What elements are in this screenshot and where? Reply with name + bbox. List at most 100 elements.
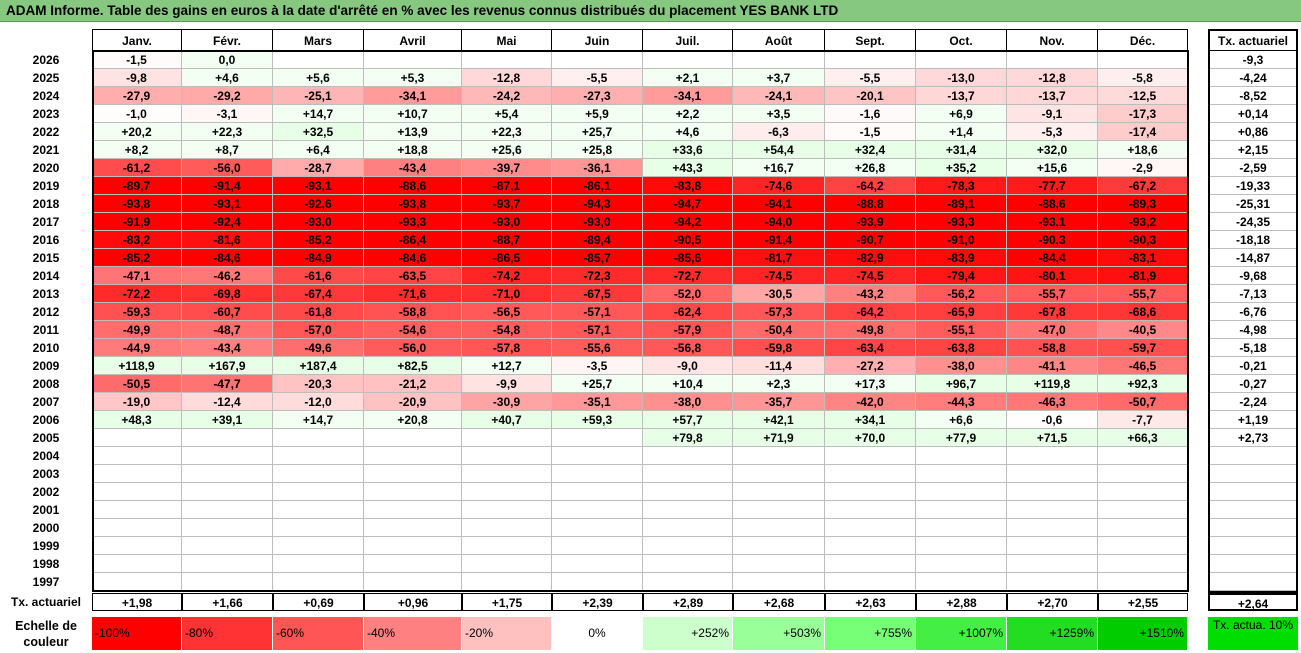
heat-cell: -30,5	[733, 285, 825, 303]
heat-cell: +71,5	[1007, 429, 1098, 447]
heat-cell: +12,7	[462, 357, 552, 375]
heat-cell: -94,0	[733, 213, 825, 231]
heat-cell: -94,7	[643, 195, 733, 213]
year-label: 2004	[32, 449, 60, 463]
heat-cell	[825, 501, 916, 519]
annual-rate-cell: -25,31	[1208, 195, 1298, 213]
heat-cell: -39,7	[462, 159, 552, 177]
year-label: 2024	[32, 89, 60, 103]
heat-cell	[916, 519, 1007, 537]
heat-cell: -93,2	[1098, 213, 1188, 231]
heat-cell	[733, 465, 825, 483]
heat-cell: +25,7	[552, 123, 643, 141]
year-label: 2005	[32, 431, 60, 445]
heat-cell	[1007, 501, 1098, 519]
heat-cell: -67,5	[552, 285, 643, 303]
heat-cell: +5,6	[273, 69, 364, 87]
heat-cell	[1007, 483, 1098, 501]
heat-cell: -49,8	[825, 321, 916, 339]
heat-cell: -5,5	[552, 69, 643, 87]
heat-cell	[273, 573, 364, 591]
heat-cell: -27,3	[552, 87, 643, 105]
annual-rate-cell: -4,24	[1208, 69, 1298, 87]
heat-cell: +32,4	[825, 141, 916, 159]
heat-cell: +4,6	[182, 69, 273, 87]
heat-cell	[364, 501, 462, 519]
heat-cell	[1098, 447, 1188, 465]
heat-cell: -6,3	[733, 123, 825, 141]
heat-cell: -85,7	[552, 249, 643, 267]
annual-rate-cell	[1208, 537, 1298, 555]
heat-cell	[462, 483, 552, 501]
annual-rate-cell: +2,15	[1208, 141, 1298, 159]
annual-rate-cell: -9,3	[1208, 51, 1298, 69]
heat-cell: -56,2	[916, 285, 1007, 303]
annual-rate-cell	[1208, 465, 1298, 483]
month-header: Janv.	[92, 29, 182, 51]
heat-cell: +6,6	[916, 411, 1007, 429]
heat-cell	[462, 573, 552, 591]
heat-cell	[462, 51, 552, 69]
year-label: 2019	[32, 179, 60, 193]
heat-cell: -34,1	[364, 87, 462, 105]
heat-cell: +10,7	[364, 105, 462, 123]
month-header: Août	[733, 29, 825, 51]
heat-cell	[273, 501, 364, 519]
heat-cell: -24,2	[462, 87, 552, 105]
heat-cell: -57,3	[733, 303, 825, 321]
heat-cell: -74,6	[733, 177, 825, 195]
heat-cell: -88,7	[462, 231, 552, 249]
heat-cell: -44,3	[916, 393, 1007, 411]
heat-cell: -12,4	[182, 393, 273, 411]
heat-cell: -62,4	[643, 303, 733, 321]
heat-cell: -0,6	[1007, 411, 1098, 429]
annual-rate-cell: -9,68	[1208, 267, 1298, 285]
heat-cell: -46,2	[182, 267, 273, 285]
heat-cell: +96,7	[916, 375, 1007, 393]
heat-cell: -89,3	[1098, 195, 1188, 213]
heat-cell: -74,5	[733, 267, 825, 285]
heat-cell	[552, 447, 643, 465]
heat-cell: 0,0	[182, 51, 273, 69]
heat-cell	[92, 429, 182, 447]
heat-cell: -13,7	[1007, 87, 1098, 105]
heat-cell: -1,5	[92, 51, 182, 69]
heat-cell: -27,9	[92, 87, 182, 105]
heat-cell: -56,0	[364, 339, 462, 357]
heat-cell: -35,7	[733, 393, 825, 411]
year-label: 2002	[32, 485, 60, 499]
heat-cell: -56,0	[182, 159, 273, 177]
annual-rate-cell: +1,19	[1208, 411, 1298, 429]
heat-cell: -12,5	[1098, 87, 1188, 105]
heat-cell: +13,9	[364, 123, 462, 141]
heat-cell: -94,3	[552, 195, 643, 213]
heat-cell: -61,8	[273, 303, 364, 321]
heat-cell: -93,7	[462, 195, 552, 213]
heat-cell: -81,9	[1098, 267, 1188, 285]
heat-cell	[643, 555, 733, 573]
heat-cell: -93,0	[552, 213, 643, 231]
footer-rate-cell: +2,88	[916, 593, 1007, 611]
heat-cell: -54,8	[462, 321, 552, 339]
annual-rate-cell: +0,86	[1208, 123, 1298, 141]
heat-cell: -56,5	[462, 303, 552, 321]
annual-rate-cell: +0,14	[1208, 105, 1298, 123]
heat-cell: -93,1	[1007, 213, 1098, 231]
heat-cell: -91,4	[733, 231, 825, 249]
heat-cell: -49,6	[273, 339, 364, 357]
scale-swatch: -60%	[273, 617, 364, 650]
heat-cell: -28,7	[273, 159, 364, 177]
heat-cell: +42,1	[733, 411, 825, 429]
heat-cell: -59,8	[733, 339, 825, 357]
heat-cell: +15,6	[1007, 159, 1098, 177]
heat-cell	[182, 447, 273, 465]
heat-cell	[462, 465, 552, 483]
heat-cell: +119,8	[1007, 375, 1098, 393]
scale-annual-swatch: Tx. actua. 10%	[1208, 617, 1298, 650]
heat-cell: -58,8	[364, 303, 462, 321]
heat-cell	[916, 447, 1007, 465]
heat-cell	[733, 519, 825, 537]
heat-cell: +35,2	[916, 159, 1007, 177]
heat-cell: -90,7	[825, 231, 916, 249]
